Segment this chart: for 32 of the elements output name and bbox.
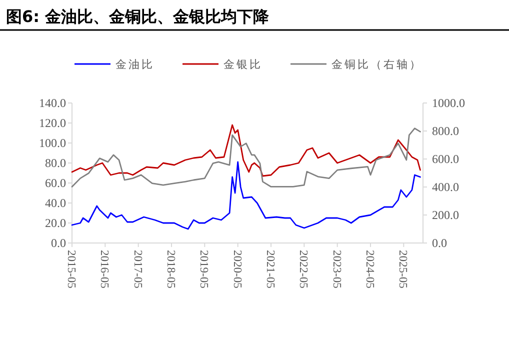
y2-tick-label: 800.0 <box>432 124 459 138</box>
x-tick-label: 2024-05 <box>363 250 376 289</box>
x-tick-label: 2021-05 <box>264 250 276 289</box>
y-tick-label: 40.0 <box>45 196 66 210</box>
x-tick-label: 2022-05 <box>297 250 310 289</box>
y-tick-label: 60.0 <box>45 176 66 190</box>
y2-tick-label: 400.0 <box>432 180 459 194</box>
x-tick-label: 2020-05 <box>230 250 243 289</box>
y-tick-label: 0.0 <box>51 236 66 250</box>
x-tick-label: 2018-05 <box>164 250 176 289</box>
x-tick-label: 2017-05 <box>131 250 144 289</box>
x-tick-label: 2023-05 <box>330 250 342 289</box>
y2-tick-label: 0.0 <box>432 236 447 250</box>
y-tick-label: 100.0 <box>39 136 66 150</box>
y2-tick-label: 1000.0 <box>432 96 465 110</box>
y-tick-label: 140.0 <box>39 96 66 110</box>
y2-tick-label: 600.0 <box>432 152 459 166</box>
chart-title: 图6: 金油比、金铜比、金银比均下降 <box>6 7 270 26</box>
line-series <box>71 124 421 177</box>
legend-label: 金银比 <box>224 58 262 71</box>
y-tick-label: 20.0 <box>45 216 66 230</box>
y-tick-label: 120.0 <box>39 116 66 130</box>
line-series <box>71 128 421 188</box>
legend-label: 金油比 <box>116 58 154 71</box>
legend-label: 金铜比（右轴） <box>332 58 422 71</box>
x-tick-label: 2019-05 <box>198 250 210 289</box>
x-tick-label: 2025-05 <box>396 250 409 289</box>
line-series <box>71 161 421 230</box>
y2-tick-label: 200.0 <box>432 208 459 222</box>
y-tick-label: 80.0 <box>45 156 66 170</box>
x-tick-label: 2016-05 <box>98 250 110 289</box>
x-tick-label: 2015-05 <box>65 250 77 289</box>
